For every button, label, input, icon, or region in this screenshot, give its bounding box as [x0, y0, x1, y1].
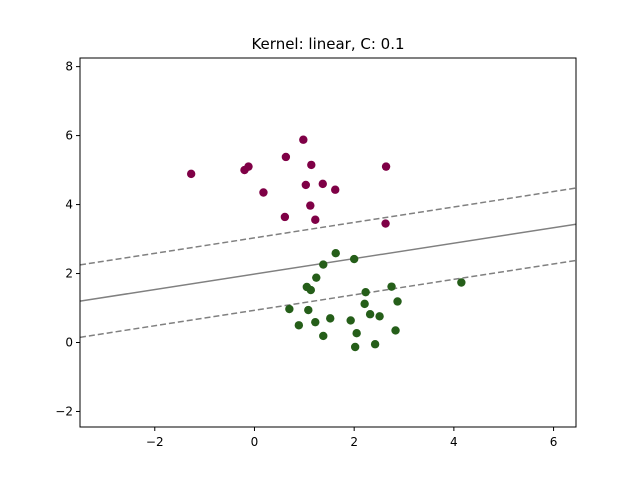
x-tick-label: 4	[450, 435, 458, 449]
data-point-class-0	[307, 160, 316, 170]
data-point-class-1	[375, 312, 384, 321]
data-point-class-0	[311, 215, 320, 224]
data-point-class-0	[306, 201, 315, 210]
data-point-class-1	[349, 254, 359, 264]
data-point-class-0	[381, 219, 390, 228]
chart-title: Kernel: linear, C: 0.1	[251, 35, 404, 53]
data-point-class-0	[259, 188, 268, 197]
data-point-class-0	[281, 152, 291, 162]
data-point-class-0	[240, 165, 249, 175]
x-tick-label: 0	[251, 435, 259, 449]
margin-upper-line	[80, 187, 576, 266]
data-point-class-1	[285, 304, 294, 314]
data-point-class-1	[319, 331, 328, 341]
y-tick-label: 0	[65, 336, 73, 350]
data-point-class-1	[306, 285, 316, 295]
data-point-class-1	[387, 282, 396, 291]
data-point-class-0	[186, 169, 196, 179]
data-point-class-1	[304, 305, 313, 315]
data-point-class-1	[346, 316, 355, 325]
data-point-class-0	[318, 179, 327, 189]
x-axis: −2 0 2 4 6	[146, 427, 557, 449]
data-point-class-1	[370, 340, 380, 349]
data-point-class-0	[301, 180, 311, 190]
x-tick-label: −2	[146, 435, 164, 449]
data-point-class-1	[294, 321, 304, 330]
data-points	[186, 135, 466, 352]
x-tick-label: 2	[350, 435, 358, 449]
y-tick-label: −2	[55, 404, 73, 418]
y-axis: −2 0 2 4 6 8	[55, 60, 80, 418]
y-tick-label: 6	[65, 129, 73, 143]
x-tick-label: 6	[550, 435, 558, 449]
data-point-class-1	[391, 326, 400, 335]
y-tick-label: 4	[65, 198, 73, 212]
data-point-class-0	[280, 212, 290, 222]
data-point-class-0	[299, 135, 308, 144]
plot-frame	[79, 57, 577, 428]
plot-area	[80, 135, 576, 352]
data-point-class-1	[319, 260, 328, 269]
data-point-class-1	[352, 328, 361, 338]
data-point-class-1	[312, 273, 321, 282]
data-point-class-1	[360, 299, 369, 309]
data-point-class-1	[393, 297, 402, 306]
data-point-class-1	[365, 310, 375, 319]
y-tick-label: 8	[65, 60, 73, 74]
data-point-class-1	[457, 278, 466, 287]
data-point-class-1	[326, 314, 335, 323]
y-tick-label: 2	[65, 267, 73, 281]
data-point-class-1	[350, 342, 360, 352]
margin-lower-line	[80, 259, 576, 339]
decision-boundary-line	[80, 223, 576, 302]
data-point-class-1	[331, 248, 340, 258]
data-point-class-1	[311, 317, 320, 327]
data-point-class-0	[331, 185, 340, 194]
data-point-class-0	[381, 162, 391, 171]
data-point-class-1	[361, 287, 370, 297]
decision-lines	[80, 187, 576, 339]
